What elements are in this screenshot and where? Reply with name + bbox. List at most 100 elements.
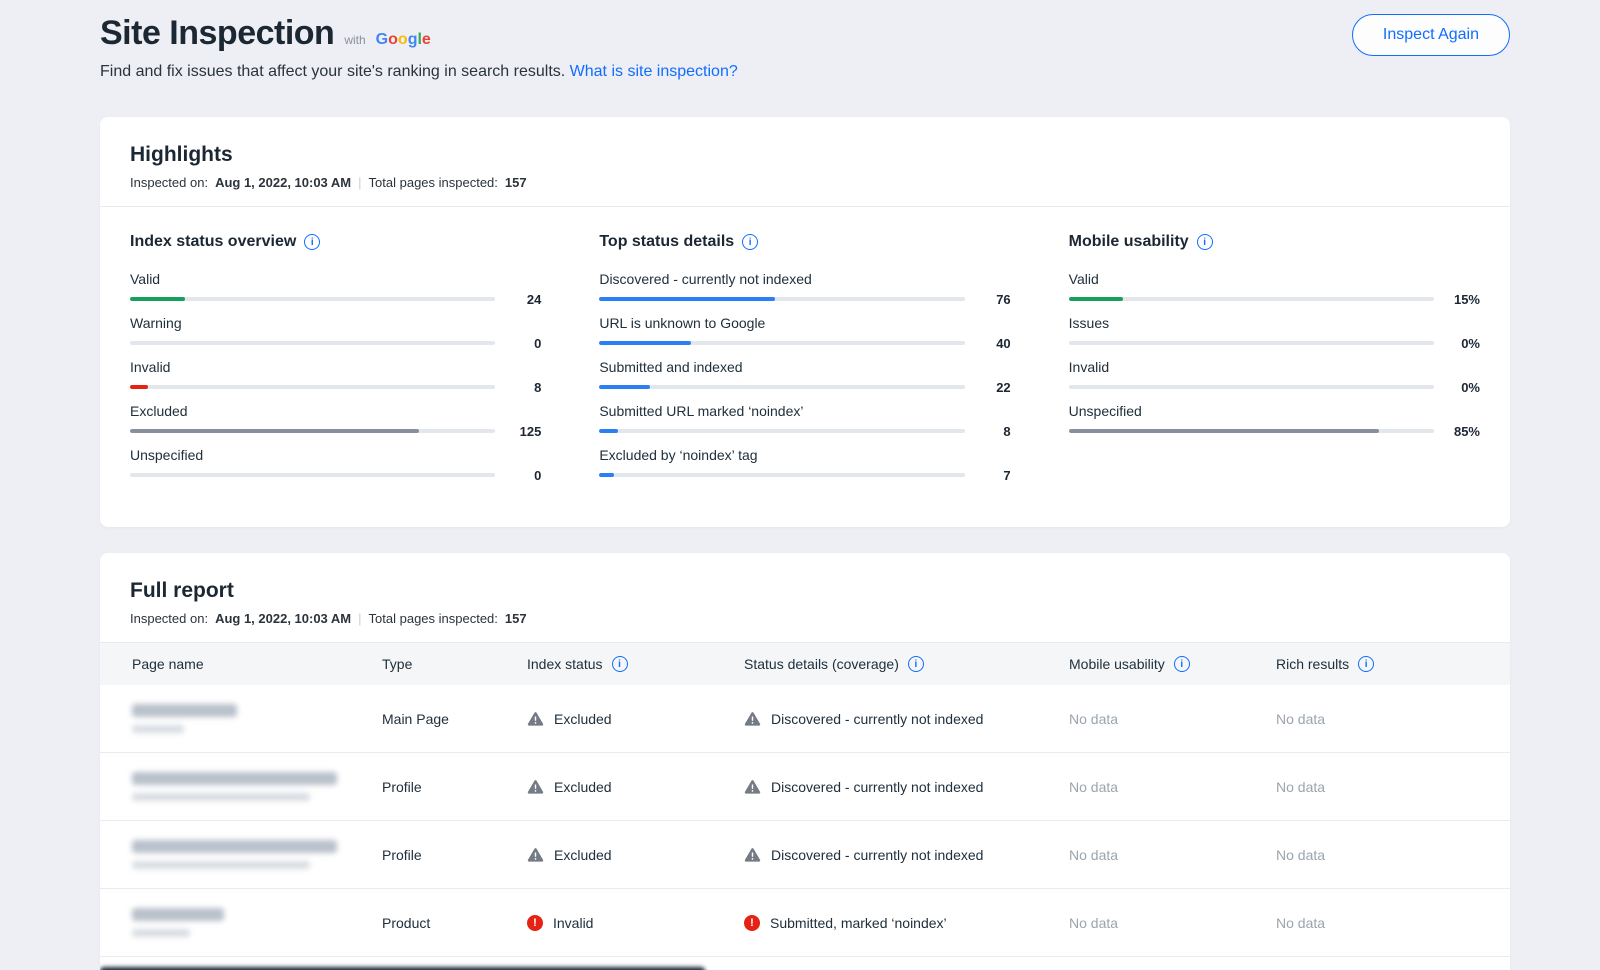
warning-icon bbox=[744, 846, 761, 863]
metric-bar bbox=[130, 297, 496, 301]
index-status-label: Invalid bbox=[553, 914, 594, 931]
metric-row: Submitted and indexed 22 bbox=[599, 359, 1011, 395]
inspected-on-label: Inspected on: bbox=[130, 611, 209, 626]
top-status-details-column: Top status details Discovered - currentl… bbox=[599, 233, 1011, 491]
type-cell: Main Page bbox=[382, 710, 449, 727]
metric-bar bbox=[599, 341, 965, 345]
blurred-page-subtitle bbox=[132, 929, 190, 937]
column-header-page-name: Page name bbox=[132, 656, 204, 672]
page-name-cell bbox=[132, 772, 382, 801]
highlights-body: Index status overview Valid 24 Warning 0 bbox=[100, 207, 1510, 527]
inspected-on-value: Aug 1, 2022, 10:03 AM bbox=[215, 611, 352, 626]
metric-bar bbox=[130, 385, 496, 389]
metric-row: Discovered - currently not indexed 76 bbox=[599, 271, 1011, 307]
info-icon[interactable] bbox=[304, 234, 321, 250]
blurred-page-name bbox=[132, 840, 337, 853]
error-icon bbox=[744, 914, 760, 931]
inspect-again-button[interactable]: Inspect Again bbox=[1351, 14, 1510, 56]
metric-label: Invalid bbox=[1068, 359, 1110, 375]
mobile-usability-column: Mobile usability Valid 15% Issues 0% bbox=[1068, 233, 1480, 491]
total-pages-value: 157 bbox=[504, 611, 527, 626]
metric-label: Submitted and indexed bbox=[599, 359, 743, 375]
info-icon[interactable] bbox=[1196, 234, 1213, 250]
blurred-next-row-content bbox=[100, 967, 705, 970]
column-header-status-details: Status details (coverage) bbox=[744, 656, 1069, 672]
status-details-label: Discovered - currently not indexed bbox=[771, 778, 984, 795]
index-status-cell: Excluded bbox=[527, 710, 744, 727]
metric-label: Valid bbox=[130, 271, 161, 287]
warning-icon bbox=[744, 778, 761, 795]
page-subtitle: Find and fix issues that affect your sit… bbox=[100, 63, 1510, 81]
with-label: with bbox=[344, 33, 366, 47]
inspected-on-value: Aug 1, 2022, 10:03 AM bbox=[215, 175, 352, 190]
column-header-rich-results: Rich results bbox=[1276, 656, 1478, 672]
type-cell: Profile bbox=[382, 846, 422, 863]
metric-value: 40 bbox=[996, 335, 1011, 351]
blurred-page-subtitle bbox=[132, 793, 310, 801]
page-name-cell bbox=[132, 908, 382, 937]
metric-row: Unspecified 0 bbox=[130, 447, 541, 483]
metric-bar bbox=[130, 473, 496, 477]
metric-label: URL is unknown to Google bbox=[599, 315, 766, 331]
warning-icon bbox=[527, 710, 544, 727]
metric-bar bbox=[130, 341, 496, 345]
info-icon[interactable] bbox=[1358, 656, 1375, 672]
mobile-usability-cell: No data bbox=[1069, 710, 1119, 727]
error-icon bbox=[527, 914, 543, 931]
blurred-page-name bbox=[132, 704, 237, 717]
table-row: Profile Excluded Discovered - currently … bbox=[100, 821, 1510, 889]
info-icon[interactable] bbox=[611, 656, 628, 672]
meta-separator: | bbox=[358, 175, 362, 190]
metric-row: Excluded 125 bbox=[130, 403, 541, 439]
metric-bar bbox=[130, 429, 496, 433]
column-header-index-status: Index status bbox=[527, 656, 744, 672]
info-icon[interactable] bbox=[1173, 656, 1190, 672]
status-details-cell: Discovered - currently not indexed bbox=[744, 846, 1069, 863]
status-details-cell: Submitted, marked ‘noindex’ bbox=[744, 914, 1069, 931]
rich-results-cell: No data bbox=[1276, 778, 1326, 795]
metric-value: 0 bbox=[534, 335, 542, 351]
highlights-card: Highlights Inspected on: Aug 1, 2022, 10… bbox=[100, 117, 1510, 527]
metric-row: URL is unknown to Google 40 bbox=[599, 315, 1011, 351]
status-details-cell: Discovered - currently not indexed bbox=[744, 710, 1069, 727]
metric-value: 76 bbox=[996, 291, 1011, 307]
highlights-card-head: Highlights Inspected on: Aug 1, 2022, 10… bbox=[100, 117, 1510, 207]
metric-row: Invalid 8 bbox=[130, 359, 541, 395]
full-report-card: Full report Inspected on: Aug 1, 2022, 1… bbox=[100, 553, 1510, 970]
index-status-label: Excluded bbox=[554, 710, 612, 727]
what-is-site-inspection-link[interactable]: What is site inspection? bbox=[569, 63, 738, 80]
metric-value: 8 bbox=[534, 379, 542, 395]
metric-row: Unspecified 85% bbox=[1068, 403, 1480, 439]
metric-value: 85% bbox=[1453, 423, 1480, 439]
inspected-on-label: Inspected on: bbox=[130, 175, 209, 190]
info-icon[interactable] bbox=[907, 656, 924, 672]
metric-bar bbox=[599, 297, 965, 301]
type-cell: Product bbox=[382, 914, 431, 931]
metric-value: 15% bbox=[1453, 291, 1480, 307]
metric-label: Excluded bbox=[130, 403, 188, 419]
index-status-cell: Invalid bbox=[527, 914, 744, 931]
info-icon[interactable] bbox=[742, 234, 759, 250]
page-name-cell bbox=[132, 840, 382, 869]
index-status-overview-column: Index status overview Valid 24 Warning 0 bbox=[130, 233, 541, 491]
full-report-meta: Inspected on: Aug 1, 2022, 10:03 AM | To… bbox=[130, 611, 1480, 626]
blurred-page-subtitle bbox=[132, 725, 184, 733]
metric-value: 0% bbox=[1461, 335, 1480, 351]
metric-value: 125 bbox=[519, 423, 542, 439]
metric-label: Valid bbox=[1068, 271, 1099, 287]
metric-bar bbox=[1068, 429, 1434, 433]
metric-label: Excluded by ‘noindex’ tag bbox=[599, 447, 758, 463]
metric-row: Submitted URL marked ‘noindex’ 8 bbox=[599, 403, 1011, 439]
rich-results-cell: No data bbox=[1276, 710, 1326, 727]
total-pages-label: Total pages inspected: bbox=[368, 175, 498, 190]
metric-row: Valid 15% bbox=[1068, 271, 1480, 307]
warning-icon bbox=[744, 710, 761, 727]
table-header: Page name Type Index status Status detai… bbox=[100, 643, 1510, 685]
metric-row: Valid 24 bbox=[130, 271, 541, 307]
metric-value: 0% bbox=[1461, 379, 1480, 395]
status-details-label: Discovered - currently not indexed bbox=[771, 710, 984, 727]
rich-results-cell: No data bbox=[1276, 846, 1326, 863]
highlights-meta: Inspected on: Aug 1, 2022, 10:03 AM | To… bbox=[130, 175, 1480, 190]
metric-label: Submitted URL marked ‘noindex’ bbox=[599, 403, 804, 419]
